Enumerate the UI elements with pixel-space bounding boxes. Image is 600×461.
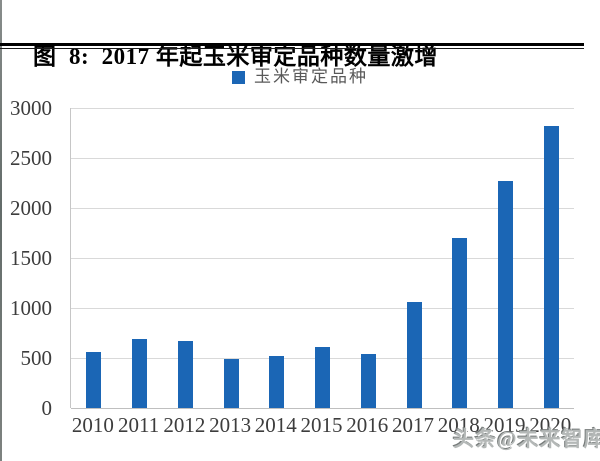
bar-series <box>71 108 574 408</box>
bar-slot <box>71 108 117 408</box>
bar-slot <box>162 108 208 408</box>
gridline-2000 <box>71 208 574 209</box>
screen-edge-artifact <box>0 0 2 461</box>
y-axis-label: 1000 <box>10 296 52 320</box>
x-axis-label: 2020 <box>529 413 572 437</box>
bar-slot <box>208 108 254 408</box>
bar-slot <box>437 108 483 408</box>
bar-2011 <box>132 339 148 408</box>
y-axis-label: 2500 <box>10 146 52 170</box>
bar-2017 <box>406 302 422 408</box>
x-axis-label: 2016 <box>346 413 389 437</box>
bar-2016 <box>360 354 376 408</box>
bar-slot <box>254 108 300 408</box>
bar-2013 <box>223 359 239 408</box>
legend-swatch-icon <box>232 70 245 84</box>
x-axis-label: 2015 <box>300 413 343 437</box>
legend-label: 玉米审定品种 <box>254 67 368 86</box>
title-underline-thin <box>0 48 584 49</box>
y-axis-labels: 0 500 1000 1500 2000 2500 3000 <box>0 96 53 420</box>
x-axis-labels: 2010 2011 2012 2013 2014 2015 2016 2017 2018 2019… <box>70 412 573 438</box>
y-axis-label: 0 <box>41 396 53 420</box>
plot-area <box>70 108 574 409</box>
bar-2020 <box>543 126 559 408</box>
bar-2014 <box>269 355 285 408</box>
chart-legend: 玉米审定品种 <box>0 66 600 88</box>
bar-2010 <box>86 351 102 408</box>
gridline-1000 <box>71 308 574 309</box>
bar-slot <box>528 108 574 408</box>
x-axis-label: 2019 <box>483 413 526 437</box>
y-axis-label: 3000 <box>10 96 52 120</box>
watermark: 头条@未来智库 <box>453 427 600 451</box>
x-axis-label: 2014 <box>254 413 297 437</box>
y-axis-label: 500 <box>20 346 53 370</box>
bar-2015 <box>315 347 331 408</box>
title-underline-thick <box>0 43 584 46</box>
x-axis-label: 2011 <box>117 413 160 437</box>
x-axis-label: 2010 <box>71 413 114 437</box>
bar-slot <box>345 108 391 408</box>
x-axis-label: 2013 <box>209 413 252 437</box>
x-axis-label: 2018 <box>437 413 480 437</box>
bar-slot <box>300 108 346 408</box>
bar-slot <box>391 108 437 408</box>
y-axis-label: 2000 <box>10 196 52 220</box>
bar-slot <box>117 108 163 408</box>
gridline-0 <box>71 408 574 409</box>
gridline-3000 <box>71 108 574 109</box>
bar-2012 <box>177 341 193 408</box>
figure-title: 图 8: 2017 年起玉米审定品种数量激增 <box>8 6 592 69</box>
bar-2018 <box>452 238 468 408</box>
gridline-1500 <box>71 258 574 259</box>
gridline-2500 <box>71 158 574 159</box>
x-axis-label: 2012 <box>163 413 206 437</box>
x-axis-label: 2017 <box>392 413 434 437</box>
bar-slot <box>483 108 529 408</box>
bar-2019 <box>497 181 513 408</box>
y-axis-label: 1500 <box>10 246 52 270</box>
